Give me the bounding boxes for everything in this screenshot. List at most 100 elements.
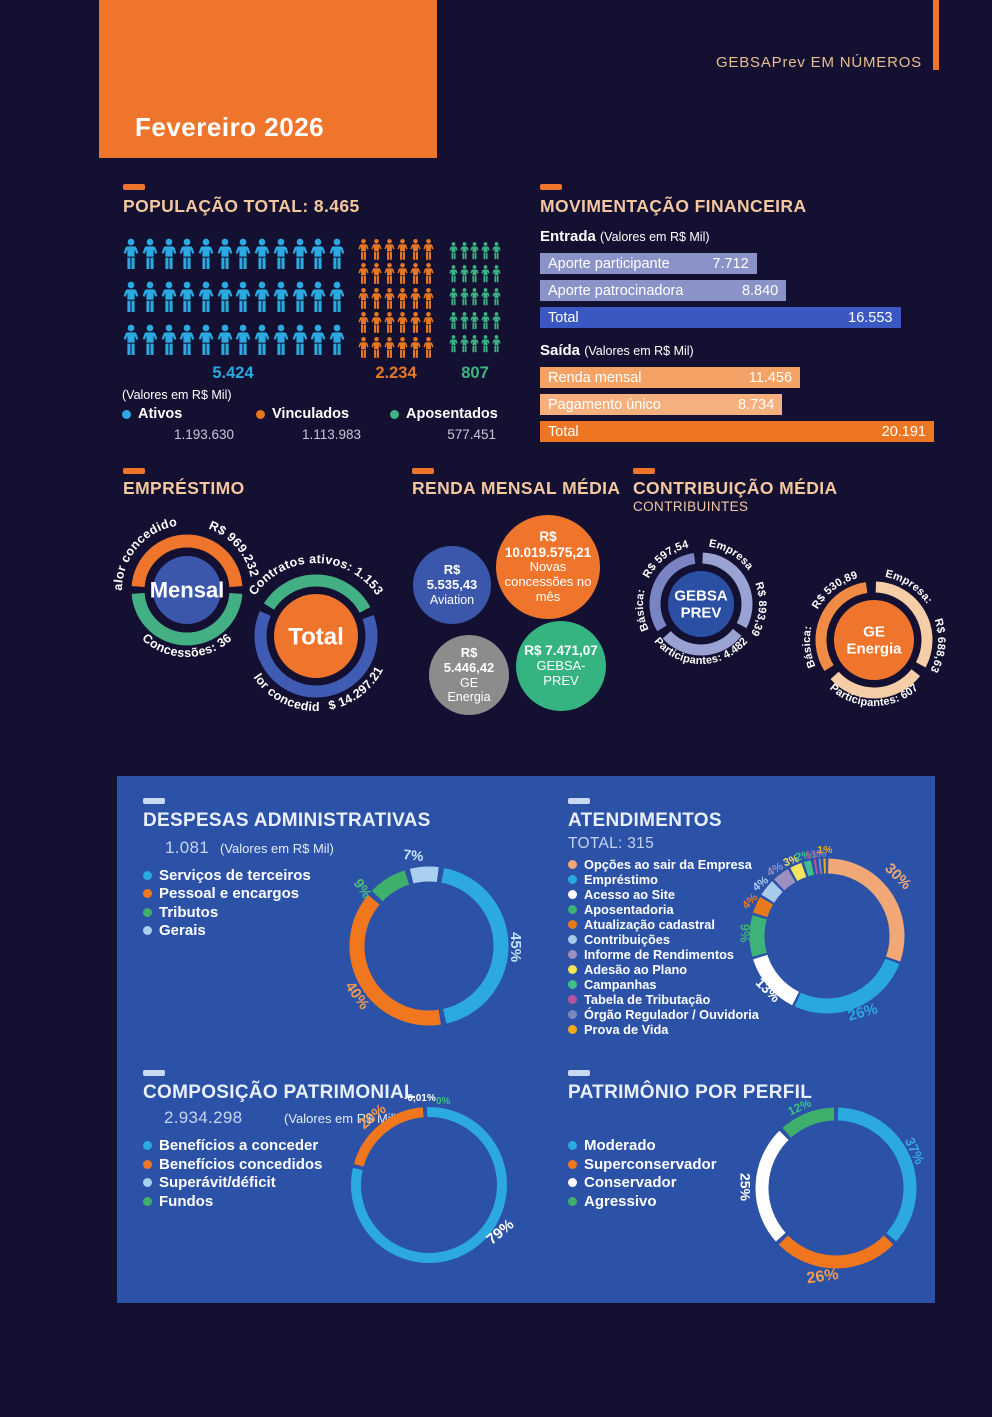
despesas-chart-svg: 45%40%9%7% bbox=[341, 846, 524, 1026]
bubble-label: Novas concessões no mês bbox=[504, 559, 592, 604]
bubble-label: Aviation bbox=[429, 592, 475, 607]
person-icon bbox=[397, 312, 408, 334]
perfil-legend-item: Agressivo bbox=[568, 1192, 717, 1211]
atendimentos-legend-item: Atualização cadastral bbox=[568, 917, 759, 932]
legend-dot-icon bbox=[143, 870, 152, 880]
legend-label: Adesão ao Plano bbox=[584, 962, 688, 977]
bar-value: 8.840 bbox=[741, 282, 779, 299]
bottom-panel bbox=[117, 776, 935, 1303]
financial-bar-row: Pagamento único 8.734 bbox=[540, 394, 934, 415]
legend-label: Serviços de terceiros bbox=[159, 866, 311, 884]
pictogram-value: 5.424 bbox=[212, 364, 254, 382]
legend-label: Moderado bbox=[584, 1136, 656, 1154]
person-icon bbox=[273, 281, 289, 312]
header-orange-block bbox=[99, 0, 437, 158]
person-icon bbox=[491, 335, 501, 353]
perfil-legend-item: Moderado bbox=[568, 1136, 717, 1155]
header-right-bar bbox=[933, 0, 939, 70]
perfil-legend-item: Superconservador bbox=[568, 1155, 717, 1174]
legend-label: Benefícios a conceder bbox=[159, 1136, 319, 1154]
composicao-dash bbox=[143, 1070, 165, 1076]
person-icon bbox=[397, 287, 408, 309]
bar-label: Aporte participante bbox=[548, 255, 670, 272]
composicao-legend-item: Benefícios concedidos bbox=[143, 1155, 322, 1174]
person-icon bbox=[470, 288, 479, 306]
person-icon bbox=[198, 324, 214, 355]
svg-text:GE: GE bbox=[863, 624, 885, 641]
population-note: (Valores em R$ Mil) bbox=[122, 388, 232, 402]
svg-text:3%: 3% bbox=[782, 853, 801, 870]
legend-label: Vinculados bbox=[272, 406, 350, 422]
person-icon bbox=[371, 287, 382, 309]
bubble-label: GE Energia bbox=[447, 675, 491, 704]
legend-dot-icon bbox=[390, 409, 399, 419]
legend-dot-icon bbox=[143, 1140, 152, 1150]
legend-dot-icon bbox=[568, 1196, 577, 1206]
legend-label: Tributos bbox=[159, 903, 219, 921]
svg-text:26%: 26% bbox=[806, 1266, 840, 1287]
person-icon bbox=[384, 263, 395, 284]
person-icon bbox=[161, 238, 177, 269]
person-icon bbox=[358, 238, 369, 260]
person-icon bbox=[459, 241, 469, 259]
financial-title: MOVIMENTAÇÃO FINANCEIRA bbox=[540, 196, 807, 216]
despesas-title: DESPESAS ADMINISTRATIVAS bbox=[143, 810, 431, 831]
legend-dot-icon bbox=[568, 935, 577, 944]
composicao-legend-item: Benefícios a conceder bbox=[143, 1136, 322, 1155]
composicao-title: COMPOSIÇÃO PATRIMONIAL bbox=[143, 1082, 416, 1103]
bar-value: 20.191 bbox=[881, 423, 926, 440]
contribution-dash bbox=[633, 468, 655, 474]
person-icon bbox=[198, 238, 214, 269]
perfil-donut-chart: 37% 26% 25% 12% bbox=[730, 1090, 945, 1302]
composicao-legend-item: Fundos bbox=[143, 1192, 322, 1211]
despesas-legend-item: Pessoal e encargos bbox=[143, 885, 311, 904]
legend-dot-icon bbox=[143, 889, 152, 899]
person-icon bbox=[371, 312, 382, 334]
brand-title: GEBSAPrev EM NÚMEROS bbox=[715, 54, 922, 71]
perfil-legend-item: Conservador bbox=[568, 1173, 717, 1192]
legend-label: Atualização cadastral bbox=[584, 917, 715, 932]
legend-label: Prova de Vida bbox=[584, 1022, 669, 1037]
person-icon bbox=[449, 311, 458, 329]
atendimentos-legend-item: Prova de Vida bbox=[568, 1022, 759, 1037]
legend-dot-icon bbox=[143, 907, 152, 917]
person-icon bbox=[423, 336, 434, 358]
person-icon bbox=[397, 263, 408, 284]
legend-dot-icon bbox=[568, 875, 577, 884]
person-icon bbox=[384, 336, 395, 358]
svg-text:9%: 9% bbox=[738, 924, 753, 943]
person-icon bbox=[254, 324, 270, 355]
person-icon bbox=[449, 241, 458, 259]
person-icon bbox=[491, 288, 501, 306]
bar-value: 16.553 bbox=[848, 309, 893, 326]
financial-bar: Pagamento único 8.734 bbox=[540, 394, 783, 415]
legend-label: Empréstimo bbox=[584, 872, 658, 887]
svg-text:Básica:: Básica: bbox=[634, 588, 652, 633]
bubble-value: R$ 5.535,43 bbox=[426, 561, 478, 592]
person-icon bbox=[481, 241, 490, 259]
person-icon bbox=[358, 336, 369, 358]
atendimentos-legend: Opções ao sair da Empresa Empréstimo Acess… bbox=[568, 857, 759, 1037]
person-icon bbox=[124, 281, 139, 312]
population-amount: 1.113.983 bbox=[301, 427, 361, 442]
svg-text:PREV: PREV bbox=[681, 605, 722, 622]
atendimentos-legend-item: Adesão ao Plano bbox=[568, 962, 759, 977]
despesas-legend-item: Gerais bbox=[143, 922, 311, 941]
loan-title: EMPRÉSTIMO bbox=[123, 478, 245, 498]
bar-label: Total bbox=[548, 309, 579, 326]
person-icon bbox=[449, 335, 458, 353]
despesas-donut-chart: 45% 40% 9% 7% bbox=[325, 838, 545, 1058]
person-icon bbox=[371, 263, 382, 284]
person-icon bbox=[470, 311, 479, 329]
financial-bar-row: Aporte patrocinadora 8.840 bbox=[540, 280, 934, 301]
atendimentos-donut-chart: 30% 26% 13% 9% 4% 4% 4% 3% 2% 1% 1% 1% bbox=[720, 830, 935, 1045]
person-icon bbox=[470, 335, 479, 353]
person-icon bbox=[481, 311, 490, 329]
population-legend-item: Ativos bbox=[122, 406, 182, 422]
despesas-note: (Valores em R$ Mil) bbox=[220, 841, 334, 856]
legend-dot-icon bbox=[568, 890, 577, 899]
bubble-value: R$ 10.019.575,21 bbox=[504, 529, 592, 560]
